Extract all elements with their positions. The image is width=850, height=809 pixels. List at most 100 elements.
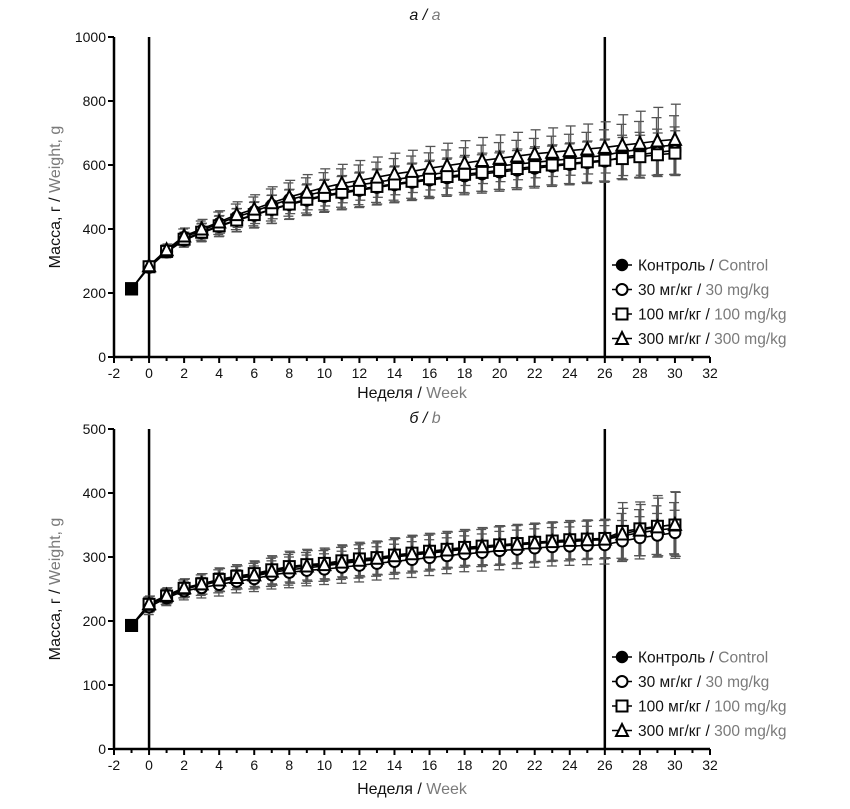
panel-a-300-mg-kg-point	[474, 151, 490, 168]
panel-a-100-mg-kg-point	[633, 150, 647, 164]
panel-b-300-mg-kg-point	[527, 534, 543, 550]
panel-b-300-mg-kg-point	[386, 546, 403, 563]
panel-b-300-mg-kg-point	[632, 521, 648, 537]
panel-a-markers-30-mg-kg	[125, 144, 682, 296]
panel-b-legend-label-ru: 30 мг/кг /	[638, 674, 706, 691]
panel-a-plot	[125, 103, 683, 296]
panel-b-title-sep: /	[418, 410, 431, 427]
panel-a-300-mg-kg-point	[351, 171, 368, 187]
panel-b-y-tick-label: 100	[83, 677, 107, 693]
open-square-icon	[615, 307, 629, 321]
panel-a-300-mg-kg-point	[509, 147, 525, 163]
panel-a-title-en: a	[432, 7, 441, 24]
panel-a-xlabel-en: Week	[426, 385, 468, 402]
panel-b-x-tick-label: 26	[597, 757, 613, 773]
panel-a-xlabel-sep: /	[413, 385, 426, 402]
panel-a-x-tick-label: -2	[108, 365, 121, 381]
panel-a-xlabel: Неделя / Week	[357, 385, 468, 402]
panel-b-300-mg-kg-point	[158, 586, 175, 602]
panel-a-300-mg-kg-point	[176, 227, 192, 243]
panel-b-legend-marker-30-mg-kg	[615, 675, 629, 688]
panel-a-legend-marker-control	[615, 258, 629, 272]
panel-b-y-tick-label: 400	[83, 485, 107, 501]
panel-b-300-mg-kg-point	[439, 541, 455, 557]
panel-a-300-mg-kg-point	[158, 241, 175, 257]
panel-b-xlabel: Неделя / Week	[357, 781, 468, 798]
panel-b-300-mg-kg-point	[141, 594, 157, 611]
panel-b-y-tick-label: 0	[98, 741, 106, 757]
panel-b-300-mg-kg-point	[649, 518, 666, 534]
panel-b-xlabel-ru: Неделя	[357, 781, 413, 798]
panel-b-plot	[125, 491, 683, 632]
panel-b-300-mg-kg-point	[264, 562, 280, 578]
panel-b-legend-label-en: 30 mg/kg	[706, 674, 770, 691]
panel-a-legend-label-control: Контроль / Control	[638, 258, 768, 275]
panel-b-300-mg-kg-point	[176, 578, 192, 595]
panel-a-x-tick-label: 2	[180, 365, 188, 381]
panel-b-legend-label-control: Контроль / Control	[638, 650, 768, 667]
panel-b-300-mg-kg-point	[404, 545, 420, 561]
panel-a-x-tick-label: 14	[387, 365, 403, 381]
panel-a-x-tick-label: 28	[632, 365, 648, 381]
panel-a-legend-label-en: 30 mg/kg	[706, 282, 770, 299]
panel-a-ylabel-sep: /	[47, 193, 64, 206]
panel-b-legend-marker-100-mg-kg	[615, 699, 629, 713]
panel-a-x-tick-label: 6	[250, 365, 258, 381]
panel-a-title-ru: а	[409, 7, 418, 24]
panel-b-300-mg-kg-point	[229, 568, 245, 584]
panel-a-legend-label-300-mg-kg: 300 мг/кг / 300 mg/kg	[638, 331, 787, 348]
panel-b-300-mg-kg-point	[194, 575, 210, 591]
panel-a-300-mg-kg-point	[316, 178, 332, 194]
open-circle-icon	[615, 283, 629, 296]
panel-b-legend-marker-control	[615, 650, 629, 664]
panel-b-300-mg-kg-point	[299, 557, 315, 573]
panel-a-title: а / a	[409, 7, 440, 24]
panel-b-markers-30-mg-kg	[125, 526, 682, 632]
panel-b-legend-item-30-mg-kg: 30 мг/кг / 30 mg/kg	[612, 674, 769, 691]
panel-b-x-tick-label: 0	[145, 757, 153, 773]
panel-a-100-mg-kg-point	[563, 156, 577, 170]
panel-a-300-mg-kg-point	[632, 134, 648, 150]
panel-a-ylabel-ru: Масса, г	[47, 206, 64, 268]
panel-b-x-tick-label: 32	[702, 757, 718, 773]
panel-b-300-mg-kg-point	[614, 525, 630, 541]
open-circle-icon	[615, 675, 629, 688]
panel-a-300-mg-kg-point	[492, 149, 508, 165]
panel-b-300-mg-kg-point	[474, 538, 490, 554]
panel-a-y-tick-label: 200	[83, 285, 107, 301]
panel-b-300-mg-kg-point	[334, 553, 350, 569]
panel-a-100-mg-kg-point	[598, 153, 612, 167]
panel-b-legend: Контроль / Control 30 мг/кг / 30 mg/kg 100…	[612, 650, 787, 740]
panel-a-legend-label-ru: 300 мг/кг /	[638, 331, 714, 348]
panel-b-series-control	[125, 501, 680, 629]
panel-a-300-mg-kg-point	[649, 132, 666, 148]
panel-a-legend-item-control: Контроль / Control	[612, 258, 768, 275]
panel-a-y-tick-label: 800	[83, 93, 107, 109]
panel-b-300-mg-kg-point	[351, 551, 368, 567]
panel-b-legend-label-30-mg-kg: 30 мг/кг / 30 mg/kg	[638, 674, 769, 691]
open-triangle-icon	[614, 329, 630, 345]
panel-a-markers-300-mg-kg	[125, 130, 683, 296]
panel-a-series-30-mg-kg	[126, 126, 680, 293]
open-triangle-icon	[614, 721, 630, 737]
panel-a-legend-label-en: 300 mg/kg	[714, 331, 786, 348]
panel-b-300-mg-kg-point	[211, 571, 227, 587]
panel-a-300-mg-kg-point	[194, 220, 210, 236]
panel-b-series-30-mg-kg	[126, 509, 680, 629]
panel-a-100-mg-kg-point	[650, 148, 664, 162]
panel-b-x-tick-label: 28	[632, 757, 648, 773]
panel-a-300-mg-kg-point	[281, 188, 297, 204]
panel-b-ylabel-ru: Масса, г	[47, 598, 64, 660]
panel-a-x-tick-label: 10	[317, 365, 333, 381]
panel-a-y-tick-label: 400	[83, 221, 107, 237]
panel-a-legend-label-en: 100 mg/kg	[714, 307, 786, 324]
panel-b-legend-label-en: 100 mg/kg	[714, 699, 786, 716]
panel-a-100-mg-kg-point	[423, 172, 437, 186]
panel-b-300-mg-kg-point	[316, 555, 332, 572]
panel-a-ylabel-en: Weight, g	[47, 126, 64, 193]
panel-a-100-mg-kg-point	[510, 162, 524, 176]
panel-a-300-mg-kg-point	[369, 168, 385, 184]
panel-a-series-300-mg-kg	[127, 103, 681, 293]
panel-a-300-mg-kg-point	[439, 156, 455, 173]
